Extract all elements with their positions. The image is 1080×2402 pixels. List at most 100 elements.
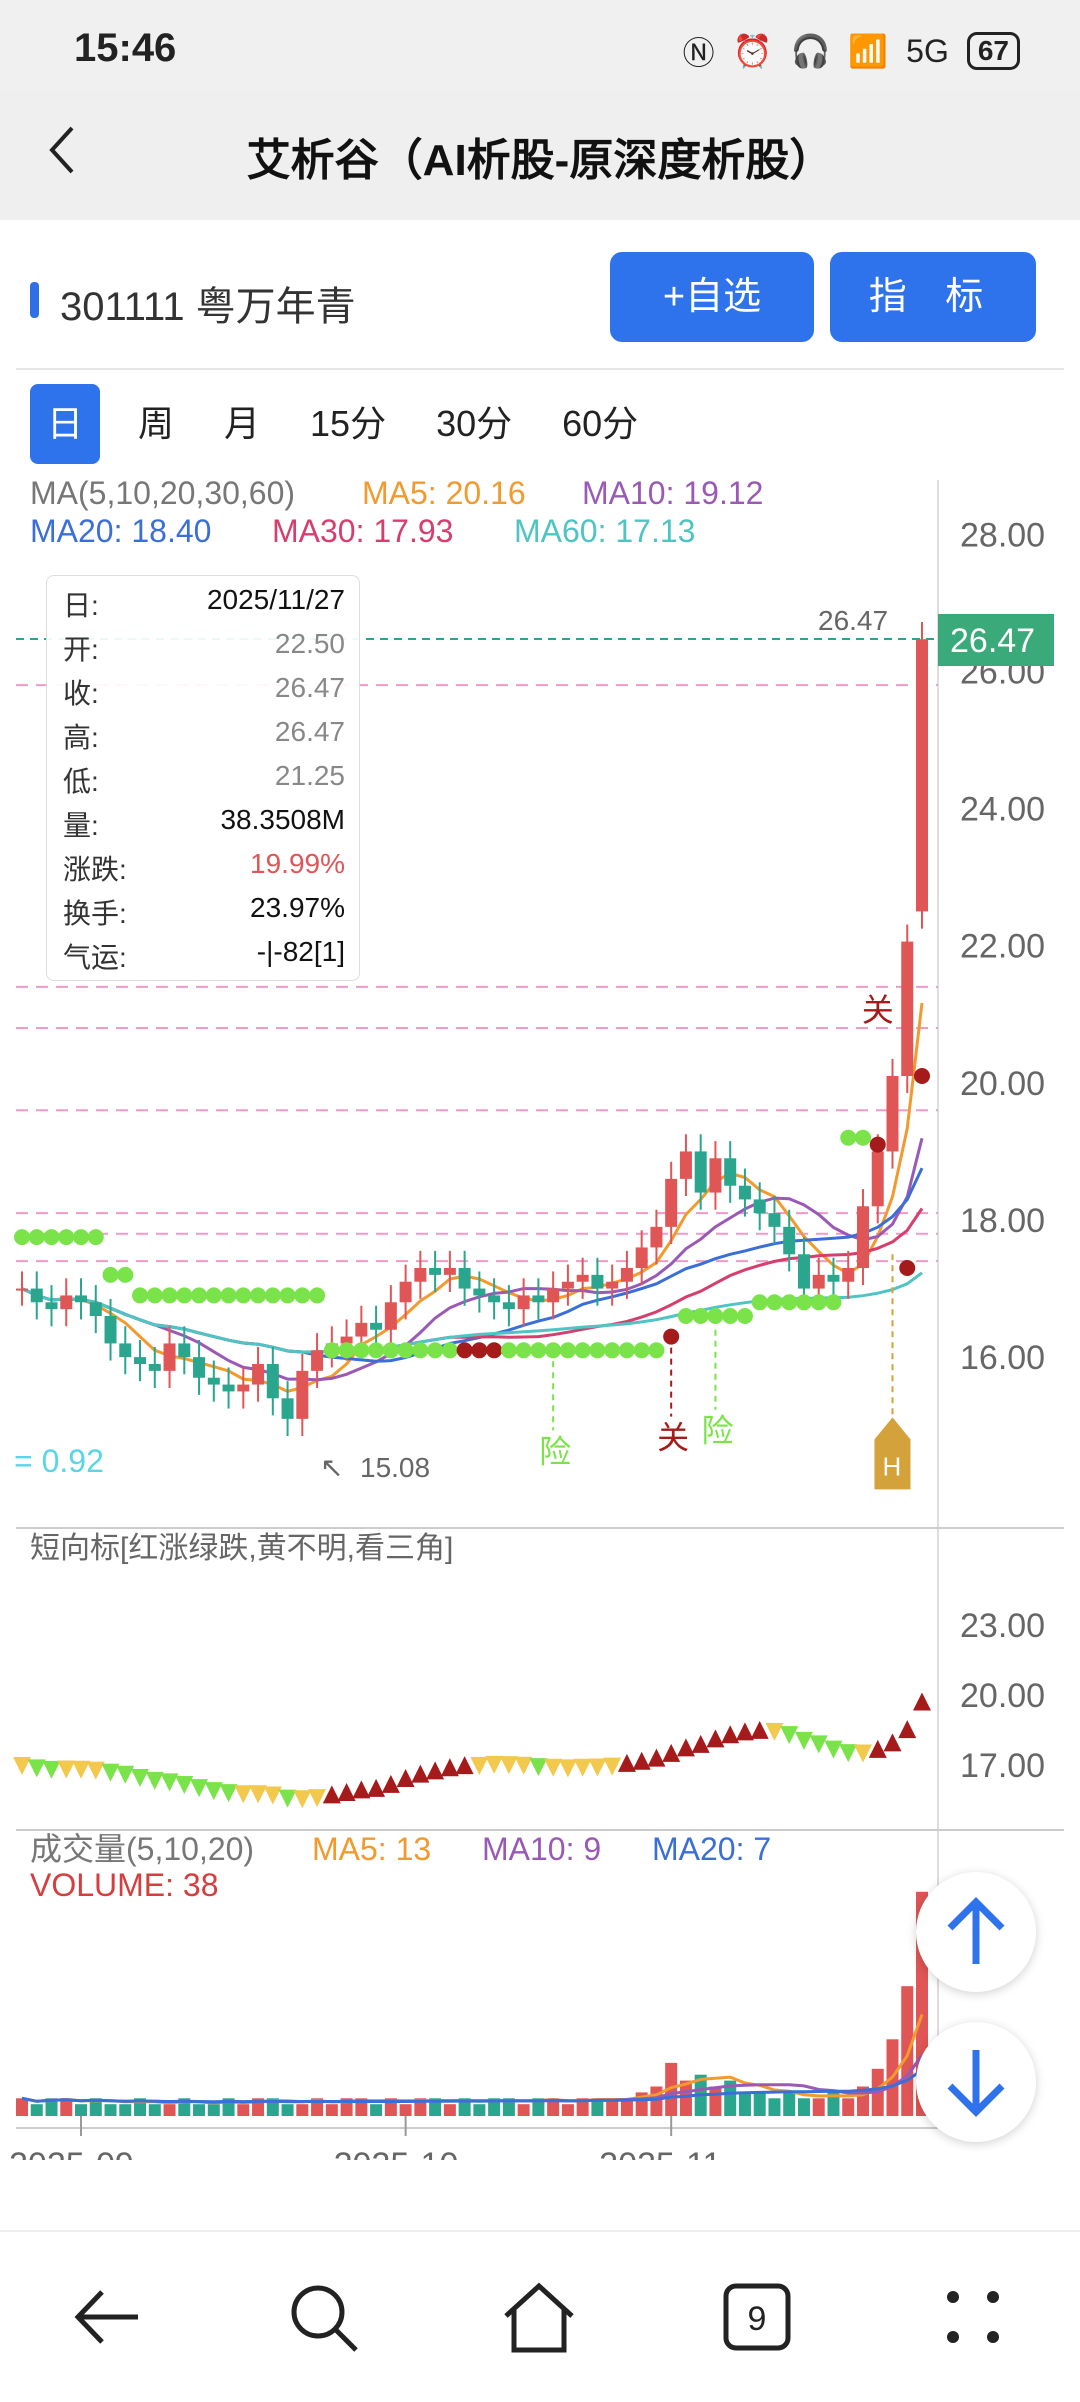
high-marker: 26.47 [818,605,888,636]
tooltip-value: 2025/11/27 [206,584,345,615]
tab-day[interactable]: 日 [30,384,100,464]
price-tick: 24.00 [960,791,1045,829]
volume-bar [399,2104,412,2116]
tooltip-row: 气运: -|-82[1] [63,936,345,976]
volume-bar [370,2104,383,2116]
signal-dot [766,1294,783,1311]
signal-dot [707,1308,724,1324]
short-indicator-triangle [101,1763,120,1782]
volume-bar [591,2098,604,2116]
short-indicator-triangle [86,1761,105,1780]
signal-dot [28,1229,45,1246]
stock-chart[interactable]: MA(5,10,20,30,60) MA5: 20.16 MA10: 19.12… [0,460,1080,2160]
candle [856,1189,869,1286]
tooltip-value: -|-82[1] [256,936,345,967]
ma-line [21,1167,924,1363]
tooltip-row: 开: 22.50 [63,628,345,668]
candle [370,1305,383,1347]
volume-bars [16,1891,928,2116]
tab-15min[interactable]: 15分 [310,403,387,444]
short-indicator-triangle [913,1692,931,1711]
signal-dot [309,1287,326,1304]
candle [561,1264,574,1306]
signal-dot [353,1342,370,1359]
volume-value: VOLUME: 38 [30,1867,219,1903]
short-indicator-triangle [411,1764,430,1783]
tooltip-key: 高: [63,722,99,753]
candle [443,1250,456,1292]
candle [886,1058,899,1169]
indicator-button[interactable]: 指 标 [830,252,1036,342]
short-indicator-triangle [219,1784,238,1803]
signal-dot [87,1229,104,1246]
signal-dot [899,1260,916,1276]
volume-bar [237,2104,250,2116]
candle [724,1141,737,1203]
short-indicator-triangle [337,1783,356,1801]
current-price: 26.47 [950,622,1035,660]
arrow-down-icon [947,2050,1005,2117]
nav-search-icon[interactable] [278,2272,368,2362]
signal-dot [618,1342,635,1359]
nav-home-icon[interactable] [494,2272,584,2362]
tooltip-key: 开: [63,634,99,665]
signal-dot [751,1294,768,1311]
signal-dot [14,1229,30,1246]
candle [488,1278,501,1320]
candle [75,1278,88,1320]
candle [635,1230,648,1286]
volume-bar [75,2104,88,2116]
signal-dot [176,1287,193,1304]
page-title: 艾析谷（AI析股-原深度析股） [246,136,834,185]
short-indicator-triangle [632,1751,651,1770]
candle [311,1333,324,1388]
signals: 险关险关H [14,992,930,1490]
price-tick: 18.00 [960,1202,1045,1240]
tooltip-value: 21.25 [274,760,345,791]
short-indicator-triangle [691,1734,710,1753]
short-indicator-triangle [529,1758,548,1777]
short-axis-tick: 23.00 [960,1607,1045,1645]
date-tick: 2025-10 [334,2146,459,2160]
volume-ma5: MA5: 13 [312,1831,431,1867]
tooltip-row: 收: 26.47 [63,672,345,712]
short-indicator-triangle [42,1760,61,1779]
short-indicator-triangle [440,1758,459,1777]
candle [738,1168,751,1217]
ma5-legend: MA5: 20.16 [362,475,526,511]
candle [384,1285,397,1347]
volume-bar [148,2104,161,2116]
candle [266,1346,279,1416]
candle [16,1271,28,1306]
nav-menu-icon[interactable] [928,2272,1018,2362]
nav-back-icon[interactable] [62,2272,152,2362]
tooltip-row: 涨跌: 19.99% [63,848,345,888]
volume-bar [252,2098,265,2116]
back-arrow-icon[interactable] [38,120,98,180]
nav-tabs-icon[interactable]: 9 [712,2272,802,2362]
scroll-up-button[interactable] [916,1872,1036,1992]
volume-bar [768,2098,781,2116]
signal-dot [235,1287,252,1304]
candle [901,924,914,1094]
candle [89,1285,102,1334]
volume-bar [797,2098,810,2116]
scroll-down-button[interactable] [916,2022,1036,2142]
add-watchlist-button[interactable]: +自选 [610,252,814,342]
tab-60min[interactable]: 60分 [562,403,639,444]
candle [207,1360,220,1402]
divider [16,368,1064,370]
tab-week[interactable]: 周 [138,403,175,444]
volume-bar [901,1986,914,2116]
short-indicator-triangle [617,1753,636,1772]
candle [473,1271,486,1313]
status-bar: 15:46 Ⓝ ⏰ 🎧 📶 5G 67 [0,0,1080,90]
ma-legend-title: MA(5,10,20,30,60) [30,475,295,511]
tab-month[interactable]: 月 [224,403,261,444]
tab-30min[interactable]: 30分 [436,403,513,444]
short-indicator-triangle [278,1789,297,1808]
low-marker: 15.08 [360,1452,430,1483]
short-axis-tick: 17.00 [960,1747,1045,1785]
short-indicator-triangle [308,1789,327,1808]
date-tick: 2025-11 [599,2146,721,2160]
